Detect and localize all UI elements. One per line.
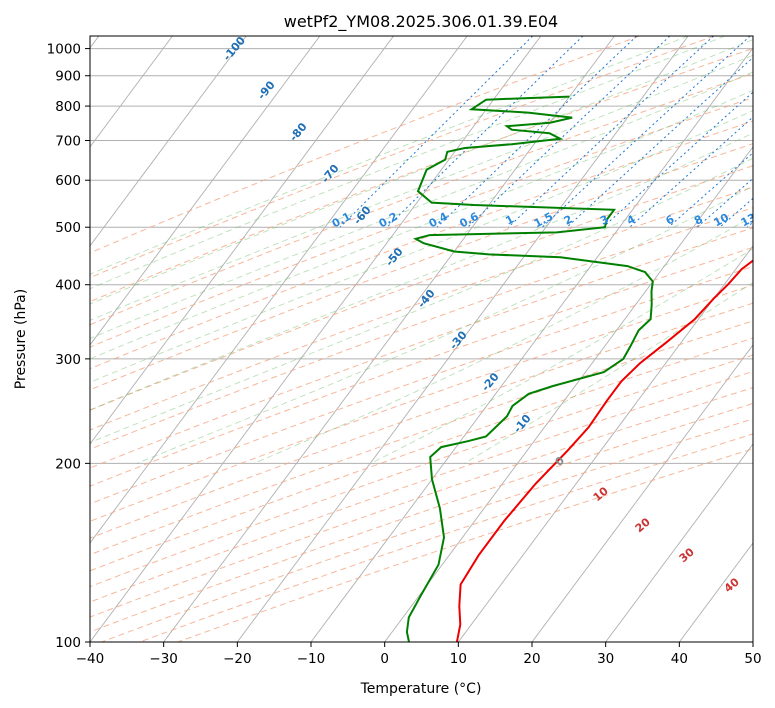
y-tick-label: 200 [55,456,81,472]
moist-adiabat-line [90,36,689,275]
dry-adiabat-line [90,227,753,469]
dewpoint-series-line [405,95,654,642]
x-tick-label: 0 [380,651,389,667]
y-tick-label: 300 [55,352,81,368]
dry-adiabat-line [90,337,753,572]
isotherm-line [90,36,321,346]
mixing-ratio-line [508,36,714,228]
mixing-ratio-line [602,91,753,228]
moist-adiabat-line [370,248,753,464]
mixing-ratio-line [566,56,753,228]
isotherm-line [457,245,753,642]
isotherm-line [90,36,542,642]
y-tick-label: 400 [55,278,81,294]
moist-adiabat-line [90,110,753,383]
mixing-ratio-line [339,36,533,228]
plot-frame [89,35,754,643]
dry-adiabat-line [90,186,753,431]
dry-adiabat-line [90,320,753,556]
dry-adiabat-line [90,36,640,254]
mixing-ratio-label: 13 [739,211,759,230]
moist-adiabat-line [90,36,726,290]
isotherm-line [90,36,173,148]
background-lines [90,36,753,642]
x-tick-label: −40 [76,651,105,667]
dry-adiabat-line [90,72,753,326]
dry-adiabat-line [90,165,753,411]
dry-adiabat-line [90,47,753,303]
y-axis-label: Pressure (hPa) [13,289,29,389]
x-tick-label: −20 [223,651,252,667]
x-tick-label: −10 [297,651,326,667]
mixing-ratio-line [668,152,753,228]
y-tick-label: 700 [55,133,81,149]
x-tick-label: −30 [149,651,178,667]
moist-adiabat-line [90,71,753,339]
isotherm-line [90,36,468,544]
x-tick-label: 30 [597,651,614,667]
mixing-ratio-line [541,36,751,228]
x-tick-label: 40 [671,651,688,667]
dry-adiabat-line [90,97,753,348]
x-tick-label: 20 [523,651,540,667]
y-tick-label: 900 [55,69,81,85]
mixing-ratio-line [467,36,671,228]
mixing-ratio-line [386,36,584,228]
moist-adiabat-line [136,185,753,464]
x-tick-label: 10 [450,651,467,667]
isotherm-line [605,443,753,642]
y-tick-label: 100 [55,635,81,651]
isotherm-line [90,36,394,445]
moist-adiabat-line [253,215,753,464]
dry-adiabat-line [90,387,753,618]
dry-adiabat-line [90,36,715,279]
isotherm-line [163,36,615,642]
isotherm-line [384,146,753,642]
isotherm-line [90,36,247,247]
moist-adiabat-line [90,132,753,411]
dry-adiabat-line [90,370,753,603]
chart-title: wetPf2_YM08.2025.306.01.39.E04 [284,12,558,32]
dry-adiabat-line [90,284,753,522]
isotherm-line [531,344,753,642]
temperature-series-line [455,259,753,642]
y-tick-label: 600 [55,173,81,189]
y-tick-label: 1000 [47,42,81,58]
data-series [405,95,753,642]
y-tick-label: 500 [55,220,81,236]
x-tick-label: 50 [744,651,761,667]
y-tick-label: 800 [55,99,81,115]
axes: −40 −30 −20 −10 0 10 20 30 40 50 100 200 300 400 500 60… [47,42,762,667]
moist-adiabat-line [90,39,753,305]
isotherm-line [236,36,689,642]
mixing-ratio-line [696,177,753,228]
mixing-ratio-label: 10 [711,211,731,230]
x-axis-label: Temperature (°C) [360,681,482,697]
